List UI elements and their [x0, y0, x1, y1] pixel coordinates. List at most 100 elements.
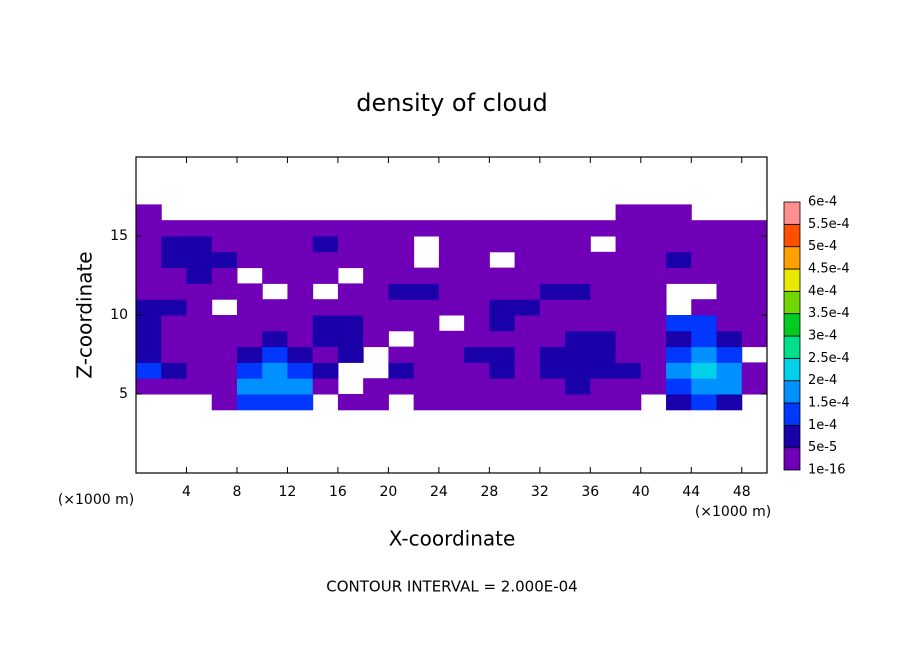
contour-cell — [666, 346, 692, 363]
contour-cell — [640, 283, 667, 300]
contour-cell — [287, 299, 314, 316]
contour-cell — [615, 299, 642, 316]
contour-cell — [741, 267, 768, 284]
contour-cell — [615, 394, 642, 411]
contour-cell — [287, 394, 314, 411]
contour-cell — [565, 346, 591, 363]
contour-cell — [464, 267, 490, 284]
contour-cell — [464, 362, 490, 379]
contour-cell — [136, 283, 162, 300]
contour-cell — [464, 236, 490, 253]
contour-cell — [363, 251, 389, 269]
contour-cell — [287, 362, 314, 379]
contour-cell — [337, 236, 364, 253]
x-axis-label: X-coordinate — [389, 527, 516, 551]
contour-cell — [236, 362, 263, 379]
contour-cell — [186, 236, 213, 253]
contour-cell — [615, 315, 642, 332]
colorbar-box — [783, 447, 801, 471]
contour-cell — [262, 378, 288, 395]
contour-cell — [312, 267, 339, 284]
contour-cell — [666, 236, 692, 253]
contour-cell — [287, 236, 314, 253]
contour-cell — [666, 220, 692, 237]
contour-cell — [136, 267, 162, 284]
contour-cell — [565, 283, 591, 300]
contour-cell — [363, 330, 389, 348]
contour-cell — [565, 330, 591, 348]
contour-cell — [615, 204, 642, 221]
contour-cell — [464, 315, 490, 332]
contour-cell — [615, 267, 642, 284]
contour-cell — [236, 283, 263, 300]
contour-cell — [236, 330, 263, 348]
contour-cell — [363, 236, 389, 253]
contour-cell — [236, 251, 263, 269]
contour-cell — [136, 362, 162, 379]
contour-cell — [161, 315, 187, 332]
colorbar-label: 1e-16 — [808, 463, 846, 478]
contour-cell — [590, 315, 617, 332]
contour-cell — [363, 394, 389, 411]
colorbar-box — [783, 290, 801, 315]
contour-cell — [691, 299, 718, 316]
contour-cell — [388, 251, 415, 269]
contour-cell — [640, 315, 667, 332]
contour-cell — [363, 267, 389, 284]
contour-cell — [590, 220, 617, 237]
contour-cell — [211, 267, 238, 284]
contour-cell — [312, 330, 339, 348]
contour-cell — [312, 220, 339, 237]
contour-cell — [236, 299, 263, 316]
contour-cell — [464, 220, 490, 237]
contour-cell — [666, 362, 692, 379]
contour-cell — [186, 378, 213, 395]
contour-cell — [287, 346, 314, 363]
colorbar-label: 2.5e-4 — [808, 351, 850, 366]
contour-cell — [489, 220, 516, 237]
contour-cell — [363, 315, 389, 332]
contour-cell — [565, 315, 591, 332]
contour-cell — [287, 220, 314, 237]
contour-cell — [716, 299, 743, 316]
contour-cell — [413, 283, 440, 300]
contour-cell — [211, 315, 238, 332]
contour-cell — [413, 330, 440, 348]
contour-cell — [716, 220, 743, 237]
contour-cell — [489, 299, 516, 316]
contour-cell — [590, 378, 617, 395]
contour-cell — [438, 362, 465, 379]
contour-cell — [262, 267, 288, 284]
contour-cell — [640, 378, 667, 395]
contour-cell — [186, 315, 213, 332]
contour-cell — [388, 378, 415, 395]
contour-cell — [363, 220, 389, 237]
contour-cell — [691, 267, 718, 284]
contour-cell — [514, 251, 541, 269]
contour-cell — [211, 362, 238, 379]
contour-cell — [514, 346, 541, 363]
contour-cell — [590, 251, 617, 269]
contour-cell — [236, 236, 263, 253]
contour-cell — [489, 378, 516, 395]
contour-cell — [539, 362, 566, 379]
contour-cell — [666, 315, 692, 332]
contour-cell — [716, 394, 743, 411]
colorbar-box — [783, 246, 801, 270]
contour-cell — [262, 220, 288, 237]
contour-cell — [312, 346, 339, 363]
contour-cell — [539, 346, 566, 363]
contour-cell — [186, 299, 213, 316]
contour-cell — [413, 315, 440, 332]
contour-cell — [136, 204, 162, 221]
y-tick-label: 15 — [110, 228, 128, 244]
contour-cell — [262, 251, 288, 269]
contour-cell — [287, 378, 314, 395]
contour-cell — [136, 330, 162, 348]
x-tick-label: 16 — [329, 484, 347, 500]
contour-cell — [287, 315, 314, 332]
footer: CONTOUR INTERVAL = 2.000E-04 — [326, 578, 577, 596]
y-tick-label: 5 — [119, 386, 128, 402]
contour-cell — [539, 267, 566, 284]
